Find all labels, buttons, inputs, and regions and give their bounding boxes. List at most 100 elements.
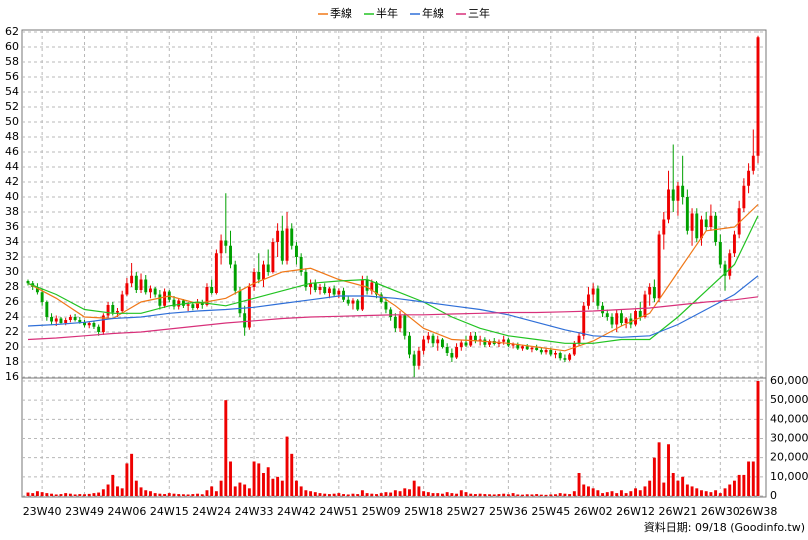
candle-body [78, 320, 82, 323]
y-tick-label: 26 [5, 295, 19, 308]
candle-body [728, 253, 732, 276]
candle-body [596, 288, 600, 306]
candle-body [40, 292, 44, 302]
volume-bar [577, 473, 581, 496]
volume-bar [139, 487, 143, 496]
volume-bar [31, 493, 35, 496]
volume-bar [375, 494, 378, 496]
candle-body [214, 253, 218, 293]
volume-bar [502, 493, 506, 496]
volume-bar [177, 494, 181, 496]
candle-body [619, 313, 623, 323]
candle-body [544, 350, 548, 353]
volume-bar [426, 492, 430, 496]
y2-tick-label: 40,000 [770, 412, 808, 425]
candle-body [657, 234, 661, 299]
volume-bar [262, 473, 265, 496]
volume-bar [624, 493, 628, 496]
plot-frame [21, 29, 767, 498]
volume-bar [379, 493, 383, 496]
volume-bar [756, 381, 760, 496]
volume-bar [422, 491, 426, 496]
ma-line [27, 296, 759, 341]
candle-body [488, 341, 492, 345]
candle-body [294, 245, 298, 257]
candle-body [554, 353, 557, 355]
volume-bar [290, 453, 294, 496]
candle-body [205, 287, 209, 305]
candle-body [751, 155, 755, 171]
volume-bar [130, 453, 134, 496]
y-tick-label: 52 [5, 100, 19, 113]
volume-bar [233, 486, 237, 496]
candle-body [723, 264, 727, 276]
volume-bar [558, 493, 562, 496]
volume-bar [751, 461, 755, 496]
candle-body [634, 311, 638, 325]
y-tick-label: 56 [5, 70, 19, 83]
volume-bar [473, 494, 477, 496]
volume-bar [309, 491, 313, 496]
volume-bar [181, 494, 185, 496]
volume-bar [116, 486, 119, 496]
candle-body [120, 294, 124, 311]
volume-bar [591, 488, 595, 496]
candle-body [516, 344, 520, 349]
volume-bar [455, 493, 459, 496]
volume-bar [667, 444, 670, 496]
candle-body [478, 339, 482, 341]
volume-bar [163, 494, 167, 496]
candle-body [502, 339, 506, 342]
candle-body [695, 213, 699, 239]
volume-bar [45, 493, 49, 496]
volume-bar [120, 488, 124, 496]
volume-bar [313, 492, 317, 496]
y-tick-label: 38 [5, 205, 19, 218]
y2-tick-label: 60,000 [770, 374, 808, 387]
candle-body [464, 342, 468, 346]
volume-bar [342, 494, 346, 496]
candle-body [714, 215, 718, 242]
candle-body [266, 264, 270, 272]
y-tick-label: 34 [5, 235, 19, 248]
volume-bar [26, 492, 30, 496]
candle-body [539, 350, 543, 353]
x-tick-label: 24W06 [107, 505, 146, 518]
volume-bar [643, 486, 647, 496]
volume-bar [276, 476, 280, 496]
volume-bar [469, 493, 473, 496]
candle-body [473, 335, 477, 341]
candle-body [436, 339, 440, 344]
volume-bar [398, 491, 402, 496]
volume-bar [247, 488, 251, 496]
volume-bar [525, 494, 529, 496]
candle-body [389, 309, 393, 317]
candle-body [35, 287, 39, 293]
volume-bar [153, 493, 157, 496]
volume-bar [742, 474, 746, 496]
x-tick-label: 26W30 [701, 505, 740, 518]
y2-tick-label: 10,000 [770, 470, 808, 483]
volume-bar [252, 461, 256, 496]
candle-body [521, 346, 524, 349]
candle-body [252, 272, 256, 287]
candle-body [139, 279, 143, 290]
volume-bar [196, 493, 200, 496]
y-tick-label: 40 [5, 190, 19, 203]
candle-body [586, 294, 590, 306]
candle-body [73, 317, 77, 320]
volume-bar [436, 493, 440, 496]
volume-bar [332, 493, 336, 496]
x-tick-label: 24W24 [192, 505, 231, 518]
candle-body [327, 288, 331, 293]
candle-body [393, 317, 397, 329]
candle-body [667, 189, 670, 220]
y-tick-label: 50 [5, 115, 19, 128]
candle-body [747, 170, 751, 186]
candle-body [615, 313, 619, 325]
y-tick-label: 28 [5, 280, 19, 293]
volume-bar [304, 490, 308, 496]
volume-bar [685, 484, 689, 496]
candle-body [87, 323, 91, 326]
